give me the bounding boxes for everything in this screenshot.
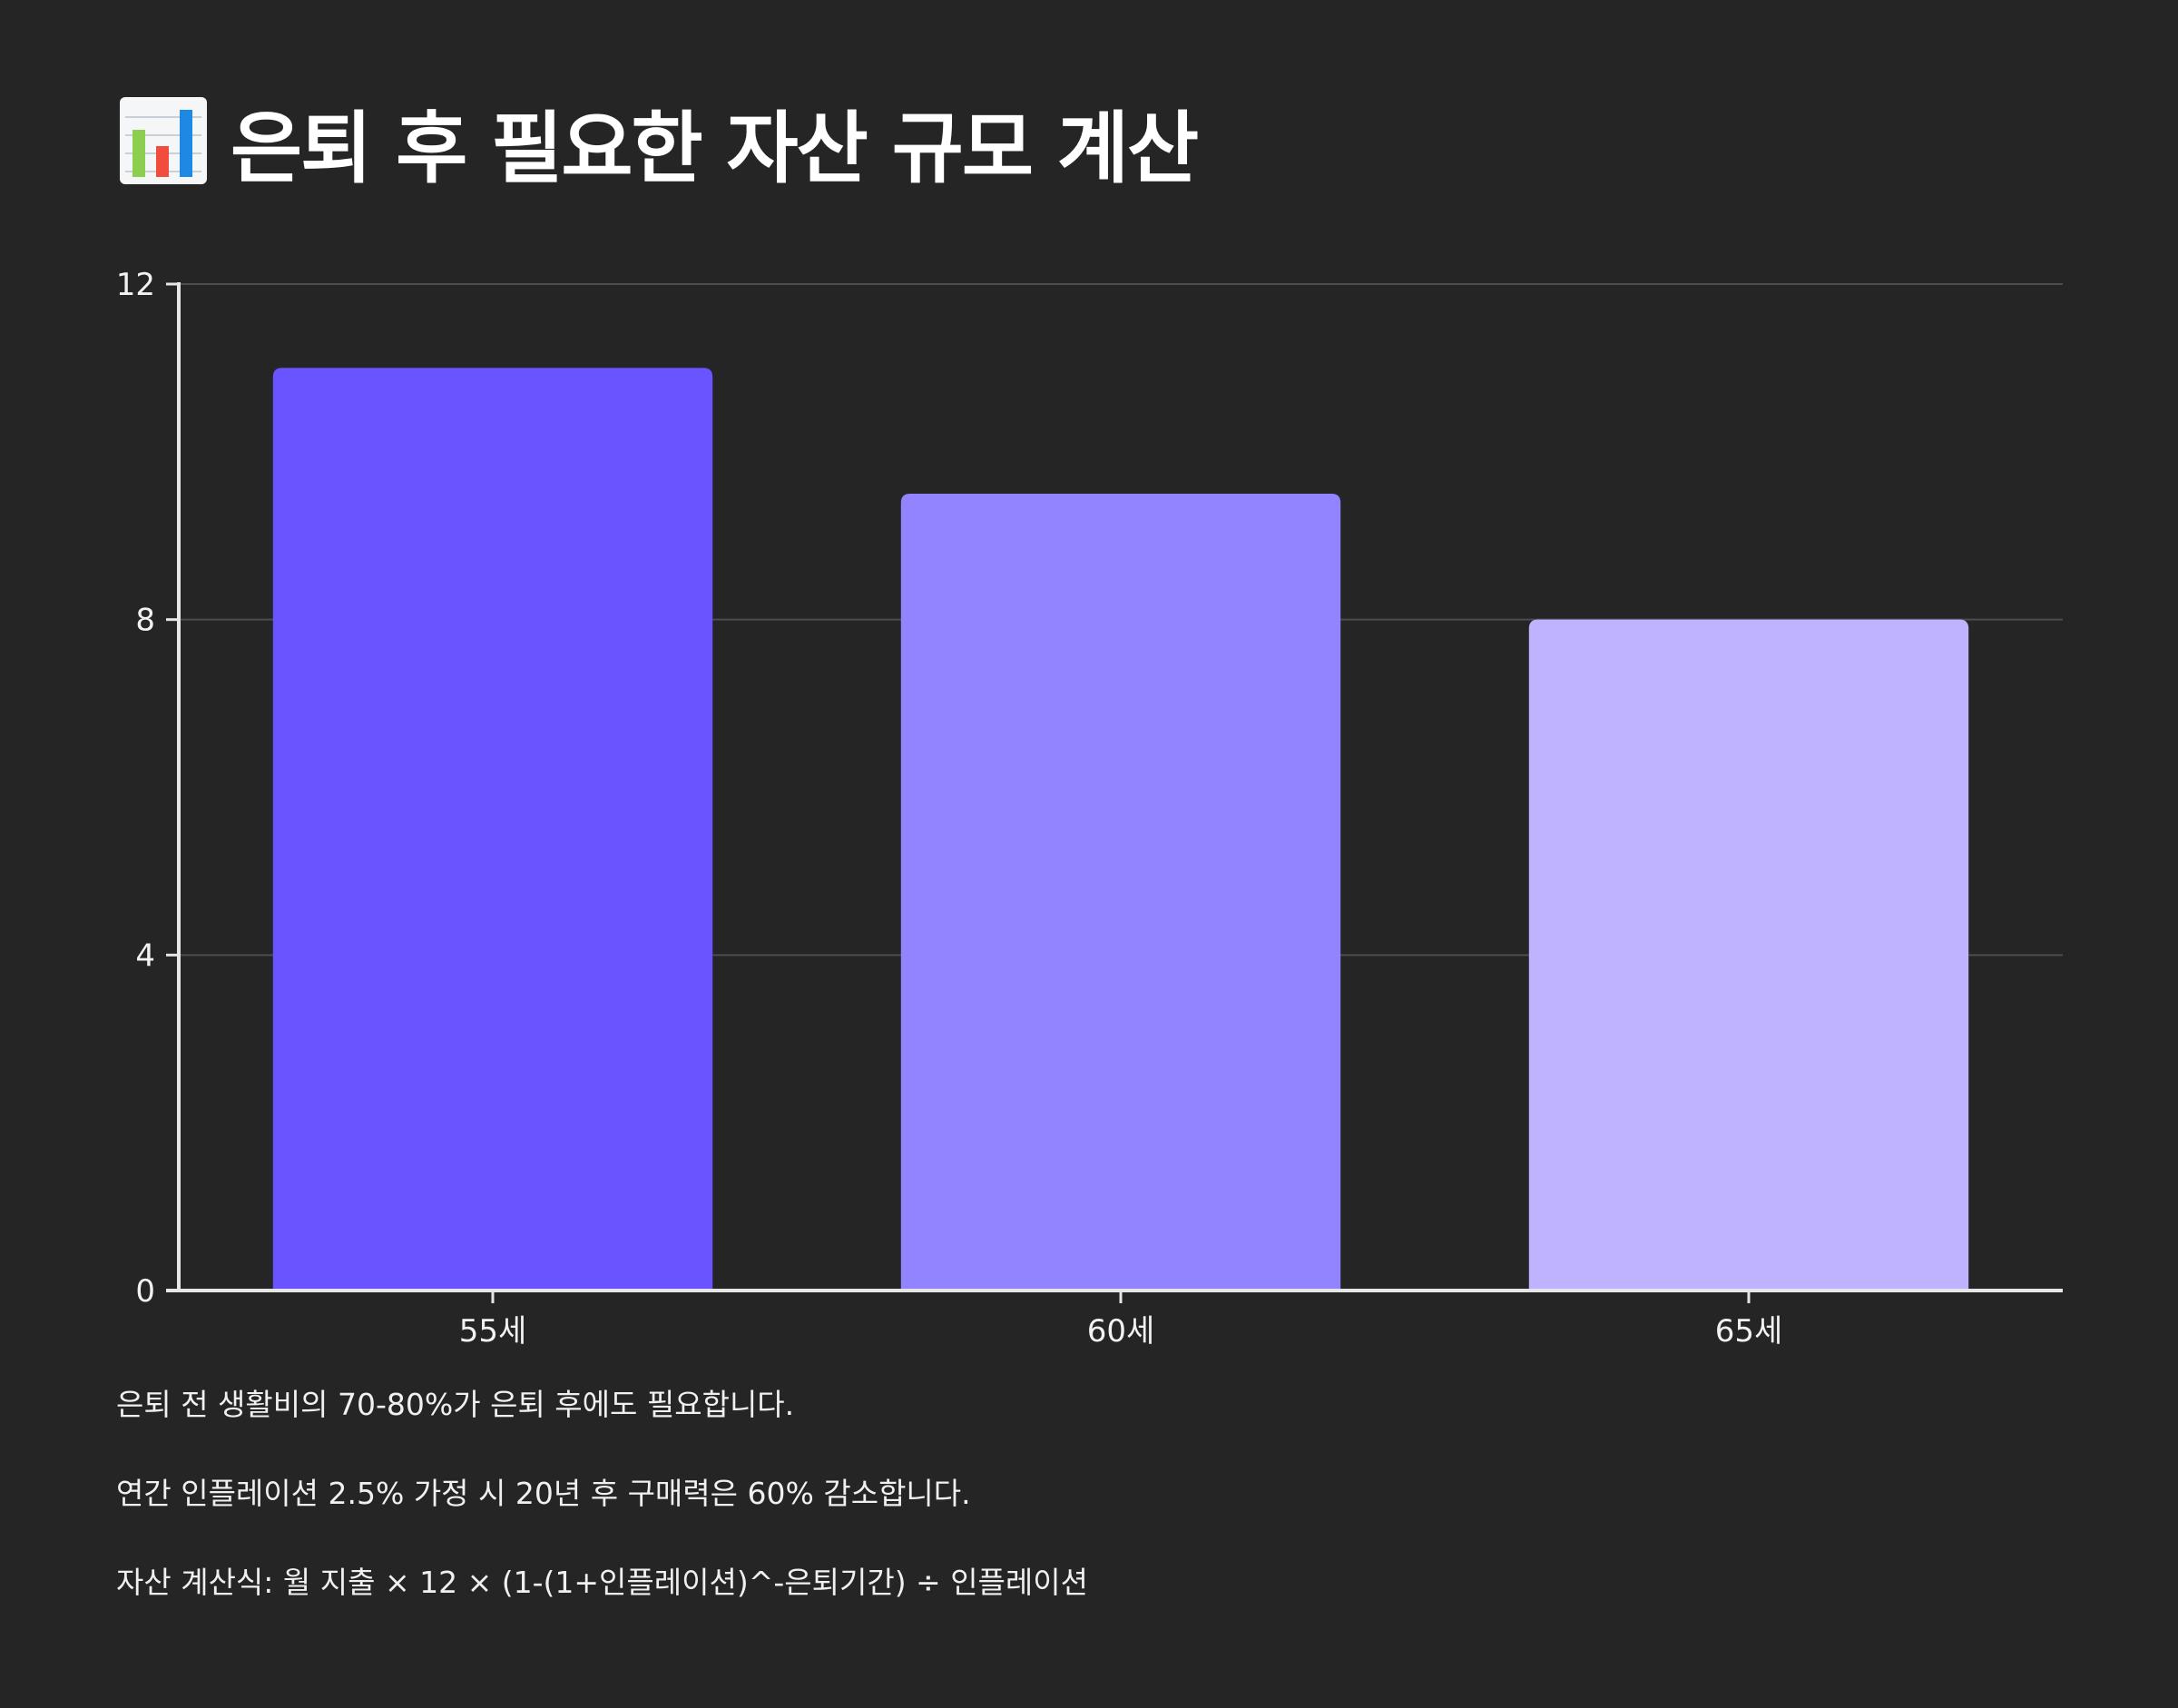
note-inflation: 연간 인플레이션 2.5% 가정 시 20년 후 구매력은 60% 감소합니다. [116, 1476, 971, 1511]
y-tick-label: 4 [135, 937, 155, 974]
y-tick-label: 8 [135, 603, 155, 639]
notes: 은퇴 전 생활비의 70-80%가 은퇴 후에도 필요합니다. 연간 인플레이션… [116, 1387, 1088, 1654]
tick-labels: 0 4 8 12 55세 60세 65세 [116, 267, 1783, 1350]
note-formula: 자산 계산식: 월 지출 × 12 × (1-(1+인플레이션)^-은퇴기간) … [116, 1565, 1088, 1600]
bar-3 [1528, 619, 1969, 1291]
page-title: 은퇴 후 필요한 자산 규모 계산 [231, 103, 1199, 194]
bar-chart: 0 4 8 12 55세 60세 65세 [116, 267, 2063, 1350]
x-tick-label: 60세 [1087, 1313, 1155, 1350]
x-tick-label: 55세 [459, 1313, 527, 1350]
bar-2 [900, 494, 1341, 1291]
bars [272, 368, 1969, 1291]
bar-chart-icon [120, 97, 207, 184]
axes [166, 282, 2063, 1303]
bar-1 [272, 368, 713, 1291]
note-spending: 은퇴 전 생활비의 70-80%가 은퇴 후에도 필요합니다. [116, 1387, 795, 1422]
y-tick-label: 12 [116, 267, 155, 303]
x-tick-label: 65세 [1715, 1313, 1783, 1350]
y-tick-label: 0 [135, 1273, 155, 1310]
chart-header: 은퇴 후 필요한 자산 규모 계산 [116, 91, 1199, 194]
